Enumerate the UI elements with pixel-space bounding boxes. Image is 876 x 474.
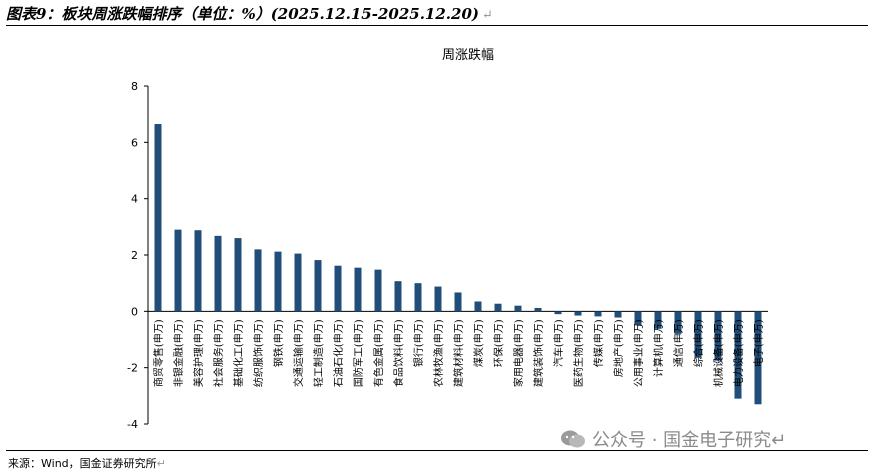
y-tick-label: -4 — [127, 418, 138, 431]
y-tick-label: 2 — [131, 249, 138, 262]
bar — [654, 311, 662, 329]
x-category-label: 农林牧渔(申万) — [432, 319, 445, 387]
x-category-label: 食品饮料(申万) — [392, 319, 405, 387]
bar — [574, 311, 582, 316]
bar — [714, 311, 722, 361]
bar — [594, 311, 602, 317]
bar — [154, 124, 162, 312]
y-tick-label: -2 — [127, 362, 138, 375]
x-category-label: 美容护理(申万) — [192, 319, 205, 387]
figure-title: 图表9：板块周涨跌幅排序（单位：%）(2025.12.15-2025.12.20… — [6, 5, 493, 23]
bar — [554, 311, 562, 315]
y-tick-label: 4 — [131, 193, 138, 206]
x-category-label: 医药生物(申万) — [572, 319, 585, 387]
x-category-label: 传媒(申万) — [592, 319, 605, 367]
x-category-label: 石油石化(申万) — [332, 319, 345, 387]
x-category-label: 建筑材料(申万) — [452, 319, 465, 387]
bar — [354, 267, 362, 312]
bar — [174, 229, 182, 312]
bar — [434, 286, 442, 312]
x-category-label: 计算机(申万) — [652, 319, 665, 377]
footer-rule — [6, 450, 868, 451]
x-category-label: 商贸零售(申万) — [152, 319, 165, 387]
x-category-label: 电子(申万) — [752, 319, 765, 367]
y-tick-label: 6 — [131, 136, 138, 149]
bar — [394, 281, 402, 312]
x-category-label: 煤炭(申万) — [472, 319, 485, 367]
bar — [214, 235, 222, 312]
x-category-label: 交通运输(申万) — [292, 319, 305, 387]
x-category-label: 综合(申万) — [692, 319, 705, 367]
x-category-label: 公用事业(申万) — [632, 319, 645, 387]
x-category-label: 有色金属(申万) — [372, 319, 385, 387]
bar — [754, 311, 762, 405]
x-category-label: 基础化工(申万) — [232, 319, 245, 387]
bar — [694, 311, 702, 358]
x-category-label: 环保(申万) — [492, 319, 505, 367]
y-tick-label: 8 — [131, 80, 138, 93]
x-category-label: 纺织服饰(申万) — [252, 319, 265, 387]
bar — [474, 301, 482, 312]
bar — [454, 292, 462, 312]
bar — [514, 305, 522, 312]
x-category-label: 国防军工(申万) — [352, 319, 365, 387]
bar — [294, 253, 302, 312]
x-category-label: 银行(申万) — [412, 319, 425, 367]
x-category-label: 通信(申万) — [672, 319, 685, 367]
bar — [194, 230, 202, 312]
title-rule — [6, 25, 868, 26]
x-category-label: 机械设备(申万) — [712, 319, 725, 387]
bar — [314, 260, 322, 312]
bar — [274, 251, 282, 312]
x-category-label: 轻工制造(申万) — [312, 319, 325, 387]
x-category-label: 钢铁(申万) — [272, 319, 285, 367]
bar — [534, 307, 542, 312]
x-category-label: 家用电器(申万) — [512, 319, 525, 387]
bar — [674, 311, 682, 334]
bar — [334, 265, 342, 312]
bar — [494, 303, 502, 312]
x-category-label: 建筑装饰(申万) — [532, 319, 545, 387]
bar — [414, 283, 422, 312]
bar — [734, 311, 742, 399]
x-category-label: 汽车(申万) — [552, 319, 565, 367]
x-category-label: 电力设备(申万) — [732, 319, 745, 387]
y-tick-label: 0 — [131, 305, 138, 318]
x-category-label: 非银金融(申万) — [172, 319, 185, 387]
bar — [374, 269, 382, 312]
bar — [234, 238, 242, 312]
wechat-icon — [561, 430, 585, 448]
bar — [614, 311, 622, 318]
source-note: 来源：Wind，国金证券研究所↵ — [8, 457, 166, 470]
x-category-label: 房地产(申万) — [612, 319, 625, 377]
bar — [634, 311, 642, 326]
watermark: 公众号 · 国金电子研究↵ — [560, 426, 786, 452]
bar — [254, 249, 262, 312]
chart-title: 周涨跌幅 — [442, 47, 494, 63]
x-category-label: 社会服务(申万) — [212, 319, 225, 387]
